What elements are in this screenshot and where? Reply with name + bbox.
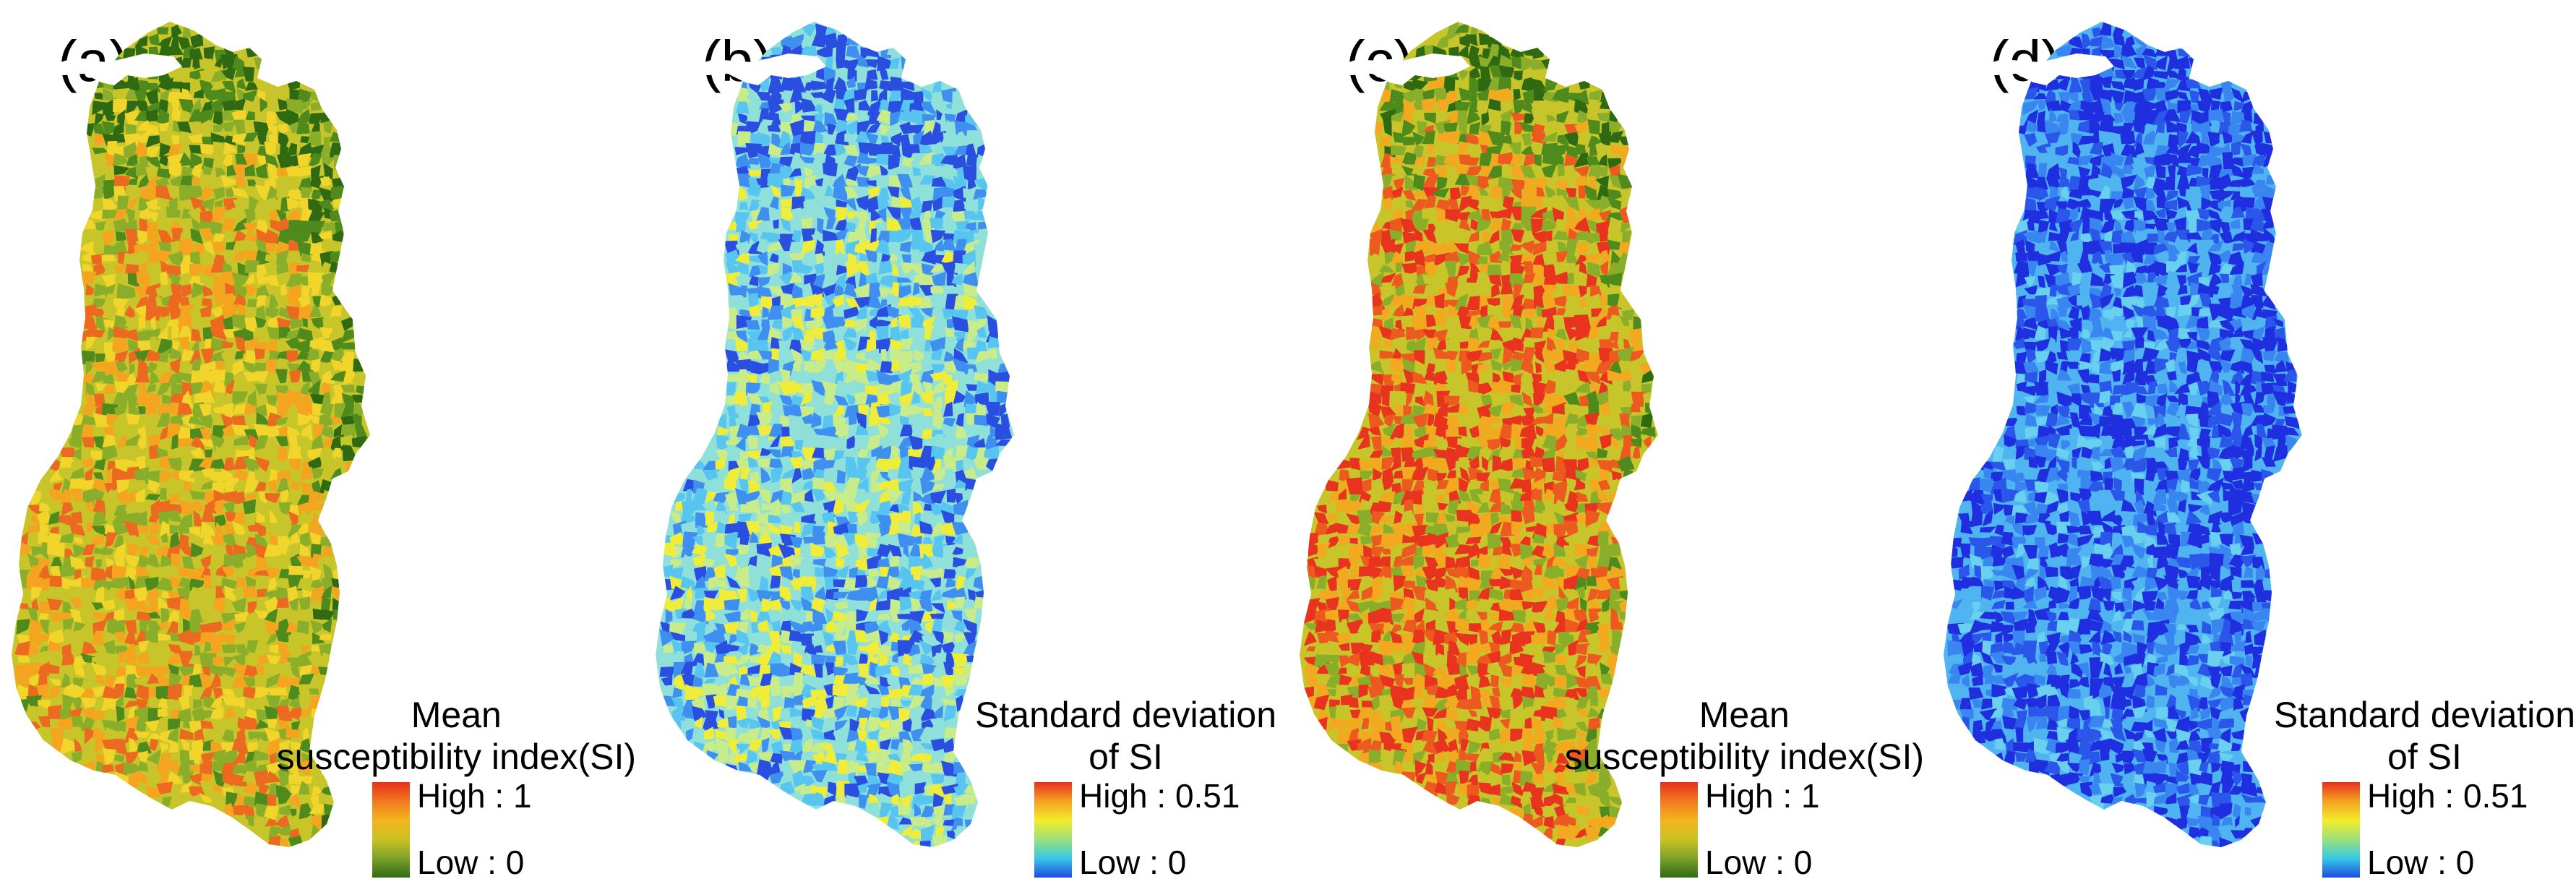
reservoir: [1974, 53, 2114, 85]
panel-b: (b) Standard deviation of SI High : 0.51…: [644, 0, 1288, 892]
legend-high-label: High : 1: [417, 777, 532, 815]
legend-high-label: High : 0.51: [2367, 777, 2528, 815]
legend-title-line1: Standard deviation: [975, 695, 1276, 735]
map-legend: Mean susceptibility index(SI) High : 1 L…: [1476, 694, 1924, 889]
susceptibility-map: [1300, 22, 1658, 847]
map-cells: [12, 22, 370, 847]
color-ramp: [1660, 782, 1698, 878]
legend-title-line2: susceptibility index(SI): [1564, 737, 1924, 777]
reservoir: [686, 53, 826, 85]
std-deviation-map: [1944, 22, 2302, 847]
legend-high-label: High : 1: [1705, 777, 1820, 815]
map-legend: Standard deviation of SI High : 0.51 Low…: [828, 694, 1276, 889]
color-ramp: [2322, 782, 2360, 878]
legend-title: Mean susceptibility index(SI): [1565, 694, 1924, 778]
legend-title-line1: Mean: [1699, 695, 1790, 735]
legend-title-line1: Standard deviation: [2274, 695, 2575, 735]
color-ramp: [1034, 782, 1072, 878]
legend-high-label: High : 0.51: [1079, 777, 1240, 815]
panel-c: (c) Mean susceptibility index(SI) High :…: [1288, 0, 1932, 892]
color-ramp: [372, 782, 410, 878]
std-deviation-map: [656, 22, 1014, 847]
legend-title: Standard deviation of SI: [975, 694, 1276, 778]
legend-title-line2: susceptibility index(SI): [276, 737, 636, 777]
legend-title-line2: of SI: [2387, 737, 2462, 777]
legend-low-label: Low : 0: [417, 844, 525, 881]
susceptibility-map: [12, 22, 370, 847]
panel-a: (a) Mean susceptibility index(SI) High :…: [0, 0, 644, 892]
panel-d: (d) Standard deviation of SI High : 0.51…: [1932, 0, 2576, 892]
map-cells: [1944, 22, 2302, 847]
legend-low-label: Low : 0: [1705, 844, 1813, 881]
legend-title-line2: of SI: [1089, 737, 1163, 777]
legend-title: Standard deviation of SI: [2274, 694, 2575, 778]
legend-low-label: Low : 0: [1079, 844, 1187, 881]
map-cells: [656, 22, 1014, 847]
map-cells: [1300, 22, 1658, 847]
reservoir: [1330, 53, 1470, 85]
map-legend: Standard deviation of SI High : 0.51 Low…: [2127, 694, 2575, 889]
legend-title-line1: Mean: [411, 695, 502, 735]
legend-title: Mean susceptibility index(SI): [277, 694, 636, 778]
reservoir: [42, 53, 182, 85]
map-legend: Mean susceptibility index(SI) High : 1 L…: [188, 694, 636, 889]
legend-low-label: Low : 0: [2367, 844, 2475, 881]
